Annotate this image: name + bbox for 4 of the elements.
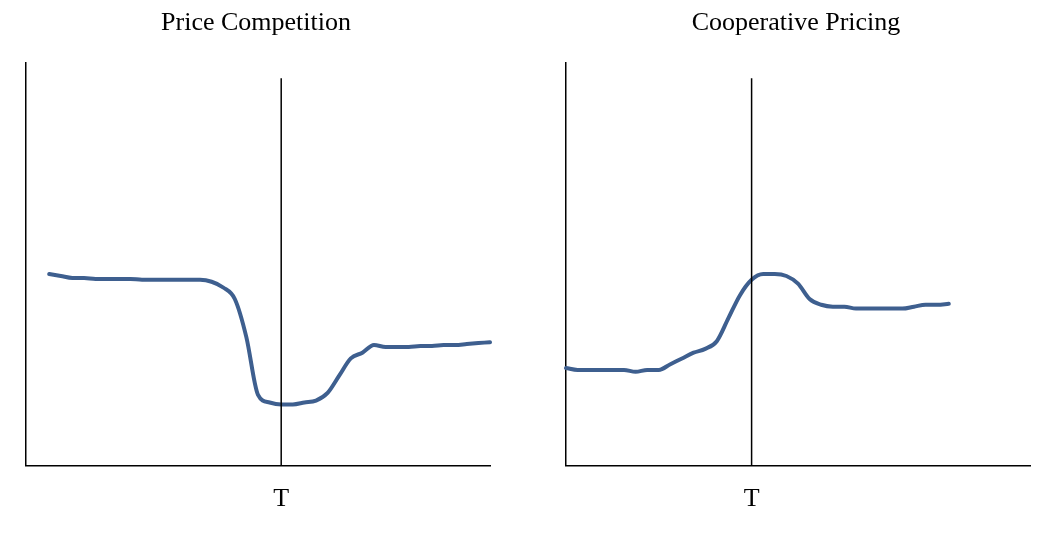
- text: T: [743, 482, 760, 512]
- text: T: [273, 482, 290, 512]
- chart-title: Cooperative Pricing: [691, 7, 901, 37]
- chart-title: Price Competition: [161, 7, 351, 37]
